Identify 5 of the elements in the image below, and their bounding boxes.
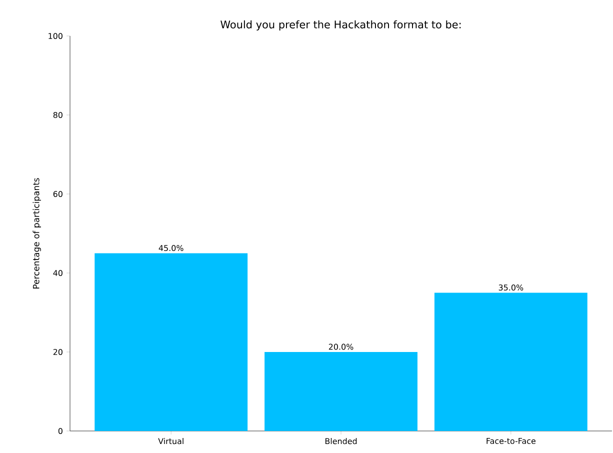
- y-axis-title: Percentage of participants: [32, 178, 41, 288]
- bar: [434, 292, 588, 431]
- bar: [264, 352, 418, 431]
- bar: [94, 253, 248, 431]
- chart-title: Would you prefer the Hackathon format to be:: [220, 20, 461, 30]
